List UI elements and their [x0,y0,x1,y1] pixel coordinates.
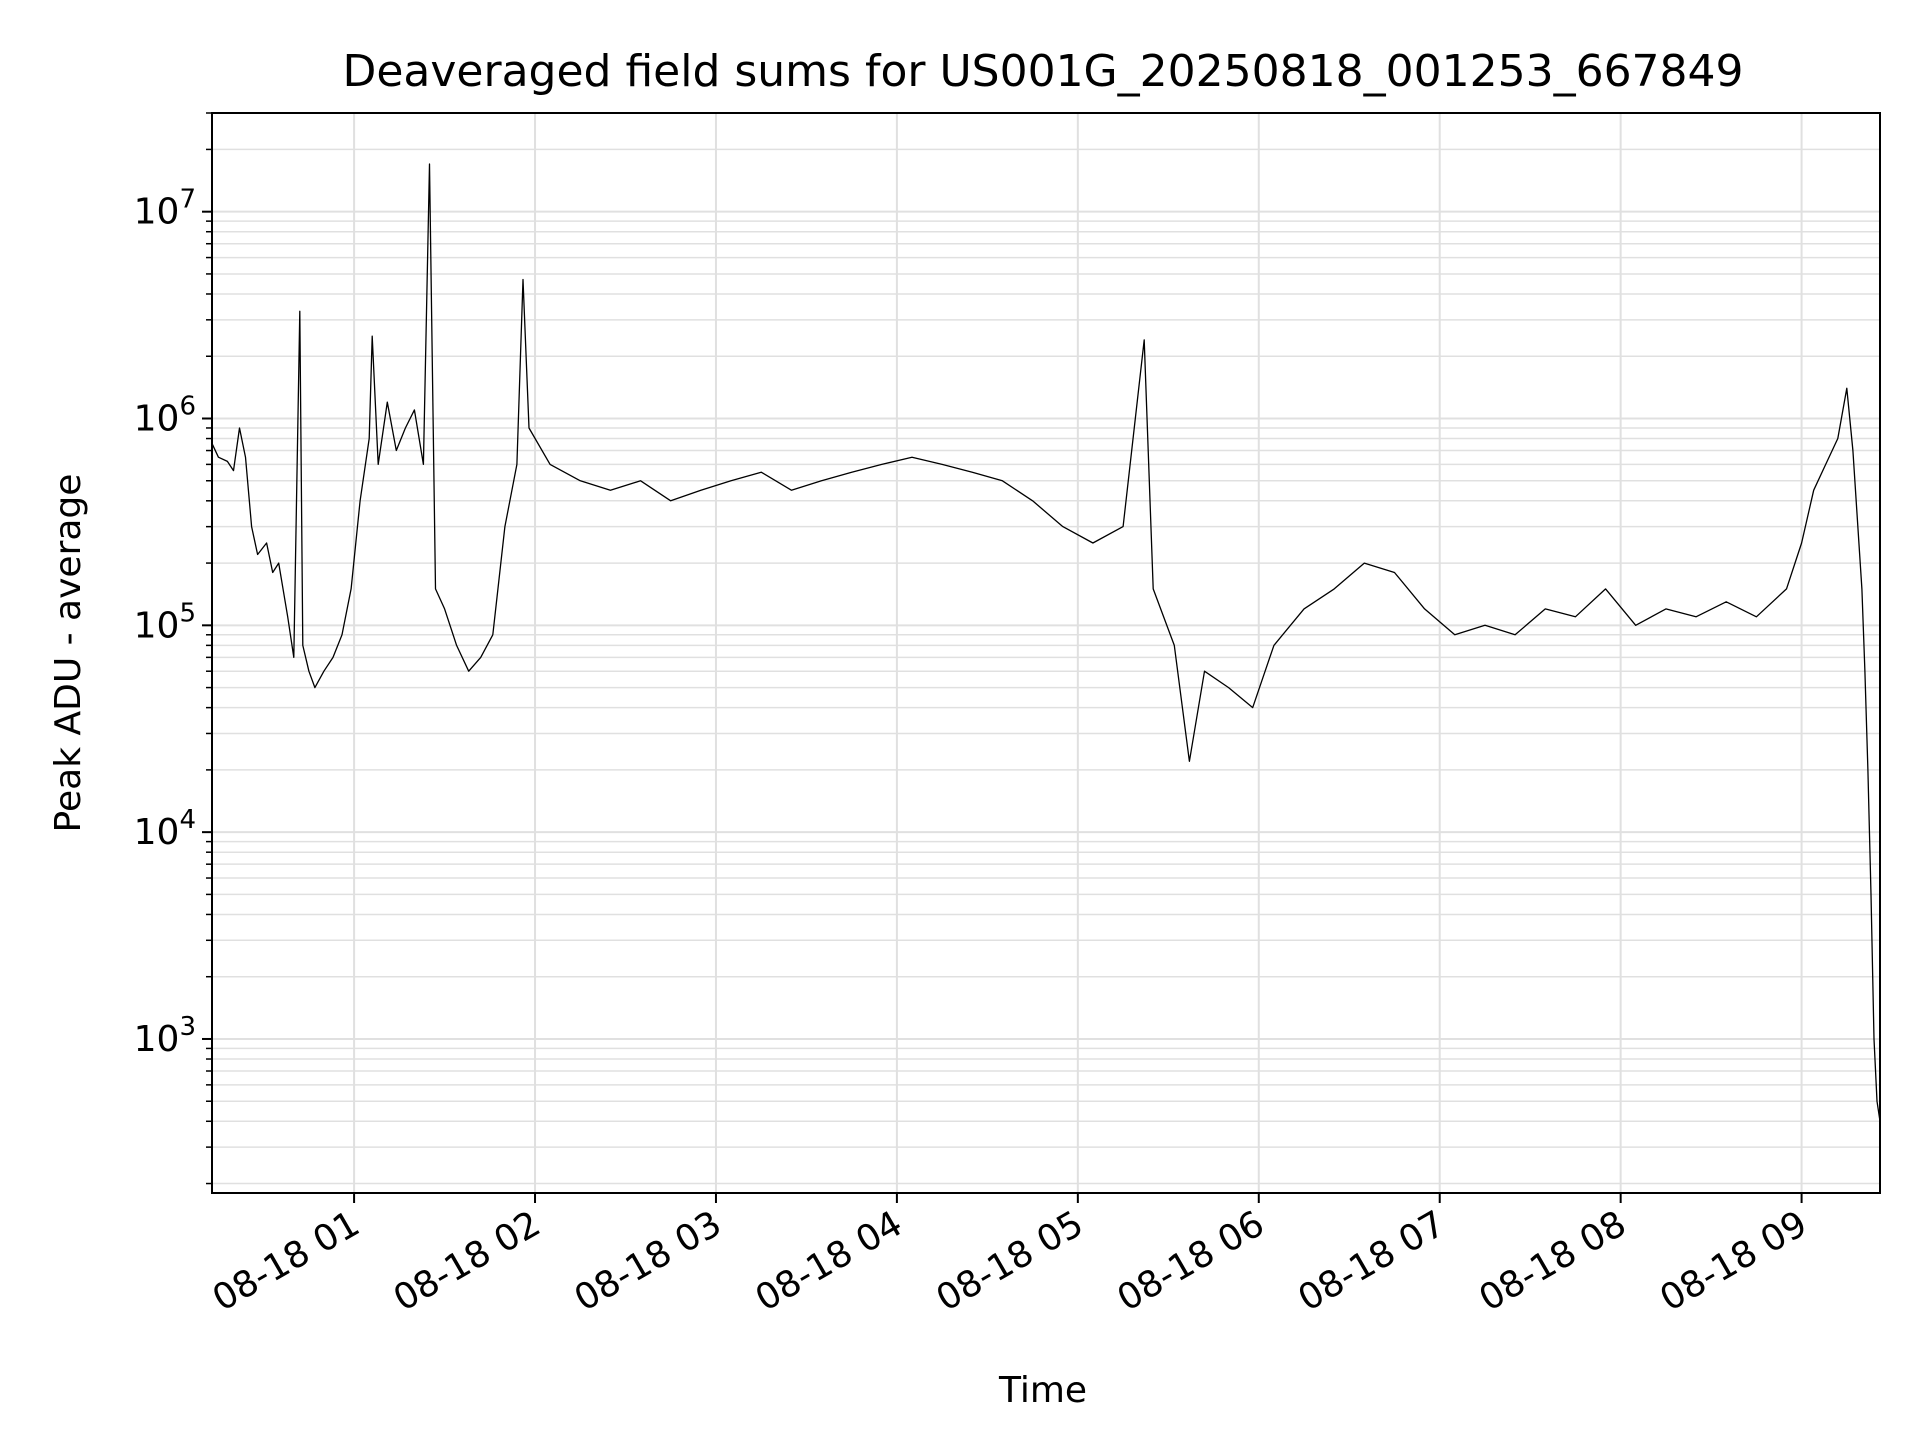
x-tick-label: 08-18 09 [1653,1203,1814,1319]
grid-lines [212,112,1880,1193]
y-tick-label: 105 [134,598,196,646]
y-axis-label: Peak ADU - average [48,474,89,833]
x-tick-label: 08-18 03 [568,1203,729,1319]
x-tick-label: 08-18 06 [1111,1203,1272,1319]
x-axis-label: Time [998,1370,1087,1411]
series-line [211,163,1881,1122]
y-tick-label: 106 [134,392,196,440]
y-tick-label: 103 [134,1012,196,1060]
x-tick-label: 08-18 08 [1472,1203,1633,1319]
x-tick-label: 08-18 01 [206,1203,367,1319]
chart-title: Deaveraged field sums for US001G_2025081… [342,46,1743,97]
x-tick-label: 08-18 02 [387,1203,548,1319]
x-tick-label: 08-18 07 [1292,1203,1453,1319]
x-tick-label: 08-18 05 [930,1203,1091,1319]
y-tick-label: 107 [134,185,196,233]
plot-frame [211,112,1881,1194]
x-tick-label: 08-18 04 [749,1203,910,1319]
y-tick-label: 104 [134,805,196,853]
